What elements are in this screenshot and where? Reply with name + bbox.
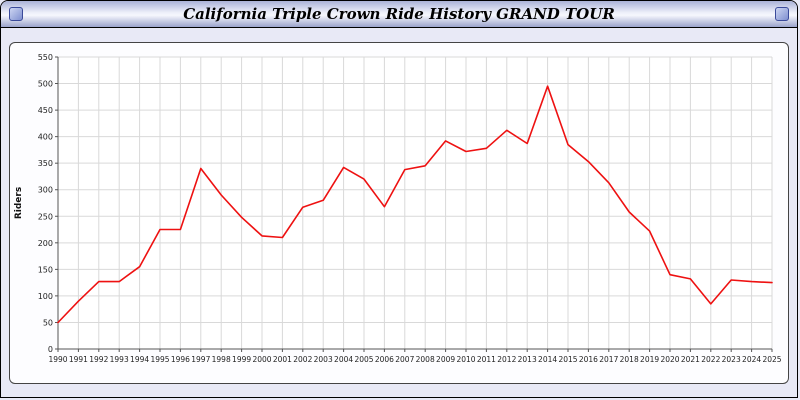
svg-text:2016: 2016 <box>579 355 598 364</box>
svg-text:2022: 2022 <box>701 355 720 364</box>
window-badge-icon-left <box>9 7 23 21</box>
svg-text:150: 150 <box>38 265 53 274</box>
svg-text:0: 0 <box>48 345 53 354</box>
svg-text:500: 500 <box>38 80 53 89</box>
svg-text:250: 250 <box>38 212 53 221</box>
svg-text:1992: 1992 <box>89 355 108 364</box>
svg-text:1999: 1999 <box>232 355 251 364</box>
svg-text:1991: 1991 <box>69 355 88 364</box>
svg-text:2015: 2015 <box>558 355 577 364</box>
svg-text:2013: 2013 <box>518 355 537 364</box>
svg-text:2008: 2008 <box>416 355 435 364</box>
svg-text:2000: 2000 <box>252 355 271 364</box>
svg-text:2024: 2024 <box>742 355 761 364</box>
svg-text:1996: 1996 <box>171 355 190 364</box>
svg-text:2014: 2014 <box>538 355 557 364</box>
svg-text:450: 450 <box>38 106 53 115</box>
svg-text:550: 550 <box>38 53 53 62</box>
svg-text:2018: 2018 <box>620 355 639 364</box>
svg-text:2019: 2019 <box>640 355 659 364</box>
svg-text:1995: 1995 <box>150 355 169 364</box>
svg-text:2009: 2009 <box>436 355 455 364</box>
svg-text:2005: 2005 <box>354 355 373 364</box>
svg-text:2003: 2003 <box>314 355 333 364</box>
svg-text:2001: 2001 <box>273 355 292 364</box>
svg-text:2012: 2012 <box>497 355 516 364</box>
svg-text:2023: 2023 <box>722 355 741 364</box>
title-bar: California Triple Crown Ride History GRA… <box>1 1 797 28</box>
svg-text:1997: 1997 <box>191 355 210 364</box>
svg-text:300: 300 <box>38 186 53 195</box>
svg-text:1998: 1998 <box>212 355 231 364</box>
svg-text:2025: 2025 <box>762 355 781 364</box>
svg-text:400: 400 <box>38 133 53 142</box>
svg-text:1990: 1990 <box>48 355 67 364</box>
svg-text:2007: 2007 <box>395 355 414 364</box>
svg-text:1993: 1993 <box>110 355 129 364</box>
svg-text:2002: 2002 <box>293 355 312 364</box>
svg-text:1994: 1994 <box>130 355 149 364</box>
svg-text:2020: 2020 <box>660 355 679 364</box>
svg-text:50: 50 <box>43 318 53 327</box>
svg-text:2010: 2010 <box>456 355 475 364</box>
chart-panel: 0 50 100 150 200 250 300 350 400 450 500 550 1990 199… <box>9 42 789 384</box>
window-badge-icon-right <box>775 7 789 21</box>
chart-title: California Triple Crown Ride History GRA… <box>183 5 615 23</box>
svg-text:2004: 2004 <box>334 355 353 364</box>
svg-text:100: 100 <box>38 292 53 301</box>
svg-text:Riders: Riders <box>14 187 24 219</box>
svg-text:2011: 2011 <box>477 355 496 364</box>
svg-text:2021: 2021 <box>681 355 700 364</box>
svg-text:2006: 2006 <box>375 355 394 364</box>
svg-text:2017: 2017 <box>599 355 618 364</box>
svg-text:350: 350 <box>38 159 53 168</box>
svg-text:200: 200 <box>38 239 53 248</box>
